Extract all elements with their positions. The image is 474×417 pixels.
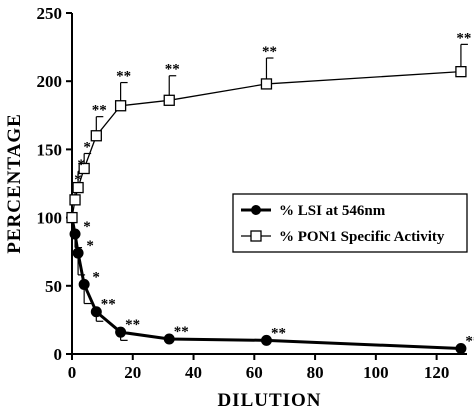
series-0: ************* [66, 212, 474, 355]
y-tick-label: 250 [37, 4, 63, 23]
y-tick-label: 50 [45, 277, 62, 296]
x-tick-label: 100 [363, 363, 389, 382]
significance-label: ** [92, 103, 107, 119]
significance-label: * [86, 238, 94, 254]
data-point [260, 78, 273, 90]
data-point [78, 162, 90, 175]
x-tick-label: 80 [307, 363, 324, 382]
data-point [455, 66, 467, 78]
significance-label: ** [262, 44, 277, 60]
y-tick-label: 100 [37, 209, 63, 228]
data-point [163, 333, 175, 345]
x-axis-title: DILUTION [217, 390, 321, 411]
legend-label: % PON1 Specific Activity [279, 229, 445, 245]
data-point [66, 211, 78, 224]
legend-label: % LSI at 546nm [279, 203, 386, 219]
data-point [260, 334, 272, 346]
data-point [90, 130, 102, 142]
significance-label: * [74, 172, 82, 188]
y-axis-title: PERCENTAGE [4, 113, 25, 254]
significance-label: ** [125, 317, 140, 333]
significance-label: ** [165, 62, 180, 78]
data-point [72, 247, 84, 259]
x-tick-label: 20 [124, 363, 141, 382]
legend-box [232, 193, 468, 253]
series-layer: ************************** [66, 30, 474, 355]
axes: 0 50 100 150 200 250 0 20 40 60 80 100 120 [37, 4, 467, 382]
data-point [455, 343, 467, 355]
data-point [163, 94, 175, 106]
data-point [69, 228, 81, 240]
data-point [90, 306, 102, 318]
significance-label: ** [465, 334, 474, 350]
x-tick-label: 120 [424, 363, 450, 382]
y-tick-label: 150 [37, 140, 63, 159]
data-point [115, 326, 127, 338]
significance-label: ** [101, 297, 116, 313]
y-tick-label: 0 [54, 345, 63, 364]
data-point [69, 194, 81, 206]
significance-label: ** [174, 324, 189, 340]
significance-label: ** [116, 69, 131, 85]
legend: % LSI at 546nm % PON1 Specific Activity [232, 193, 468, 253]
data-point [72, 181, 84, 194]
legend-swatch-marker [251, 205, 261, 215]
legend-swatch-marker [250, 230, 262, 242]
significance-label: * [83, 139, 91, 155]
x-tick-label: 60 [246, 363, 263, 382]
significance-label: * [83, 219, 91, 235]
series-1: ******* ****** [66, 30, 471, 224]
x-tick-label: 0 [68, 363, 77, 382]
significance-label: ** [271, 325, 286, 341]
x-tick-label: 40 [185, 363, 202, 382]
data-point [78, 278, 90, 290]
significance-label: ** [456, 30, 471, 46]
significance-label: * [92, 269, 100, 285]
significance-label: * [77, 157, 85, 173]
y-tick-label: 200 [37, 72, 63, 91]
data-point [114, 100, 127, 112]
